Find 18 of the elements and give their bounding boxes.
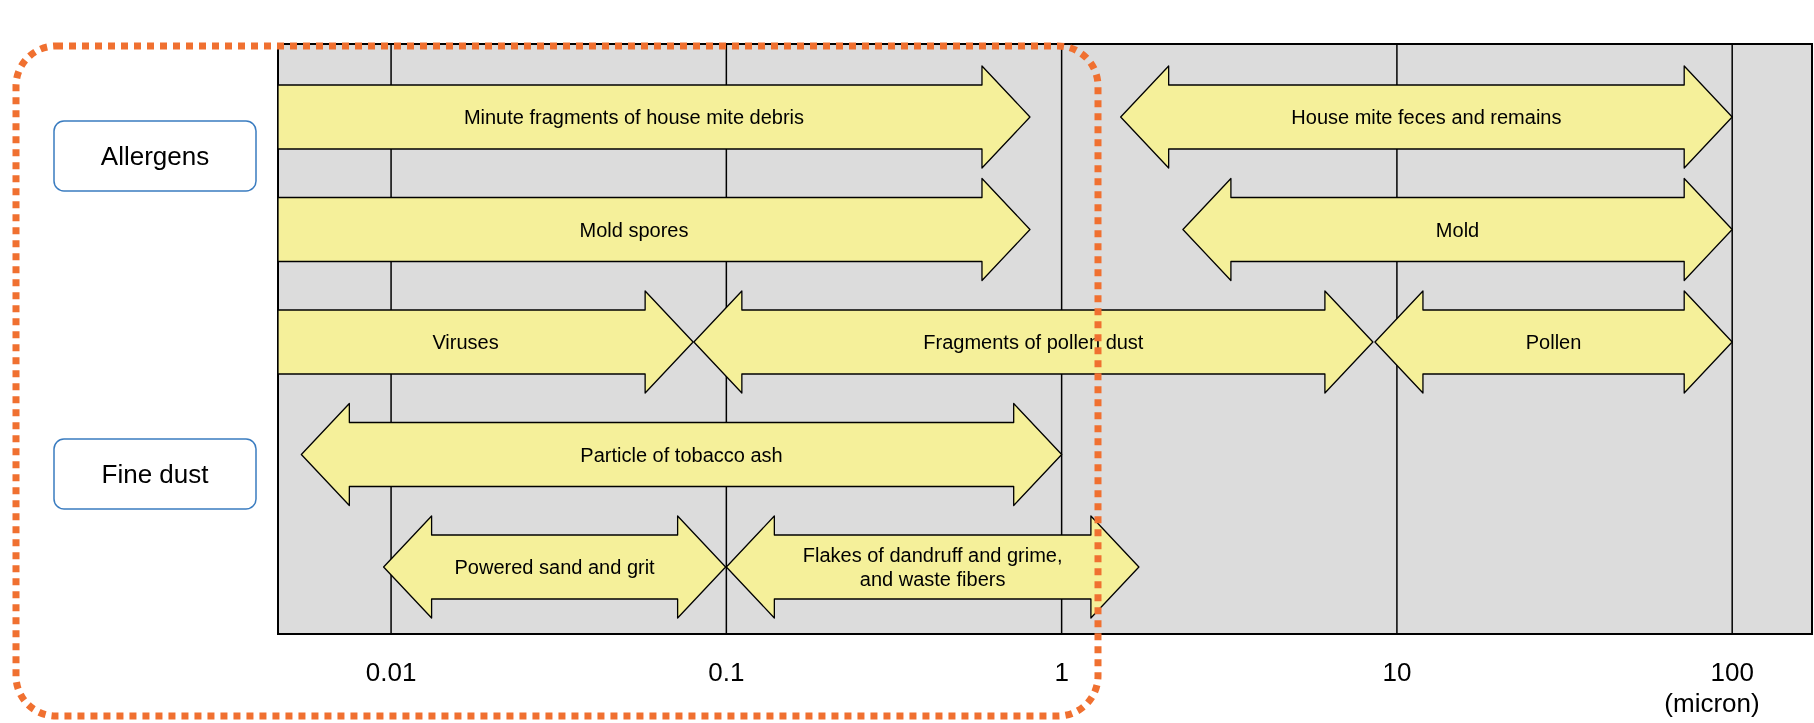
data-label: Mold spores [579,218,689,241]
data-label: Mold [1435,218,1480,241]
data-label: Minute fragments of house mite debris [463,106,805,128]
data-label: Flakes of dandruff and grime, and waste fibers [802,544,1063,590]
x-tick-label: 0.01 [365,657,417,687]
data-label: Fragments of pollen dust [923,331,1144,353]
data-label: Powered sand and grit [454,556,656,578]
x-tick-label: 100 [1710,657,1754,687]
text: Fine dust [101,459,210,489]
x-tick-label: 1 [1054,657,1069,687]
text: Allergens [100,141,210,171]
x-tick-label: 0.1 [708,657,745,687]
data-label: Pollen [1525,331,1582,353]
x-tick-label: 10 [1382,657,1412,687]
data-label: Particle of tobacco ash [580,443,783,466]
data-label: Viruses [432,331,499,353]
data-label: House mite feces and remains [1291,106,1562,128]
x-axis-title: (micron) [1664,688,1760,718]
